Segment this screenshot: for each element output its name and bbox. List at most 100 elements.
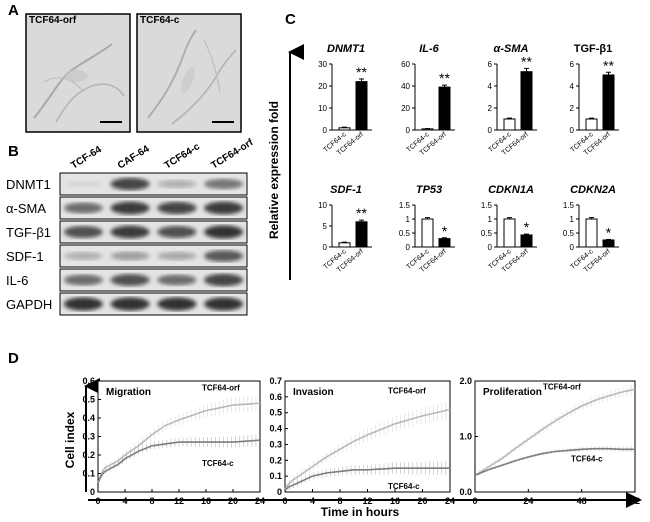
bar-chart-grid: DNMT10102030TCF64-cTCF64-orf**IL-6020406… bbox=[318, 43, 619, 274]
y-tick-label: 0.0 bbox=[459, 487, 472, 497]
line-chart-migration: 00.10.20.30.40.50.604812162024MigrationT… bbox=[82, 376, 265, 506]
western-blot: TCF-64 CAF-64 TCF64-c TCF64-orf DNMT1 α-SMA TG… bbox=[6, 137, 256, 316]
y-tick-label: 4 bbox=[488, 82, 493, 91]
chart-title: α-SMA bbox=[494, 43, 529, 55]
panel-label-c: C bbox=[285, 11, 296, 28]
bar-tcf64-c bbox=[338, 127, 351, 131]
y-tick-label: 1 bbox=[570, 215, 575, 224]
y-tick-label: 30 bbox=[318, 60, 327, 69]
y-tick-label: 2 bbox=[488, 104, 493, 113]
series-label: TCF64-c bbox=[388, 482, 420, 491]
blot-band bbox=[203, 225, 244, 239]
blot-strip bbox=[59, 268, 248, 292]
y-tick-label: 5 bbox=[323, 222, 328, 231]
y-tick-label: 1.0 bbox=[459, 432, 472, 442]
blot-band bbox=[110, 177, 150, 191]
blot-band bbox=[110, 251, 150, 261]
y-tick-label: 0.6 bbox=[82, 376, 95, 386]
blot-band bbox=[157, 226, 197, 238]
y-tick-label: 0 bbox=[570, 243, 575, 252]
bar-tcf64-orf bbox=[602, 74, 615, 131]
blot-row-label: GAPDH bbox=[6, 297, 52, 312]
y-tick-label: 2.0 bbox=[459, 376, 472, 386]
blot-band bbox=[110, 297, 150, 311]
blot-strip bbox=[59, 244, 248, 268]
blot-band bbox=[110, 274, 150, 286]
lane-label: TCF-64 bbox=[69, 144, 104, 172]
y-tick-label: 40 bbox=[401, 82, 410, 91]
blot-band bbox=[110, 225, 150, 239]
series-label: TCF64-orf bbox=[202, 383, 240, 392]
y-tick-label: 0.6 bbox=[269, 392, 282, 402]
panel-label-d: D bbox=[8, 350, 19, 367]
y-tick-label: 0.5 bbox=[399, 229, 411, 238]
y-tick-label: 0 bbox=[488, 243, 493, 252]
significance-mark: * bbox=[606, 224, 612, 240]
series-line-tcf64-orf bbox=[474, 388, 636, 477]
blot-band bbox=[203, 273, 244, 287]
y-tick-label: 4 bbox=[570, 82, 575, 91]
micrograph-label: TCF64-orf bbox=[29, 15, 77, 26]
blot-band bbox=[203, 201, 244, 215]
y-tick-label: 6 bbox=[488, 60, 493, 69]
y-tick-label: 0.5 bbox=[82, 395, 95, 405]
chart-title: TGF-β1 bbox=[574, 43, 613, 55]
bar-tcf64-orf bbox=[520, 234, 533, 248]
y-tick-label: 6 bbox=[570, 60, 575, 69]
series-label: TCF64-c bbox=[571, 454, 603, 463]
y-tick-label: 10 bbox=[318, 104, 327, 113]
y-tick-label: 0 bbox=[406, 243, 411, 252]
y-tick-label: 0 bbox=[570, 126, 575, 135]
y-tick-label: 0 bbox=[323, 243, 328, 252]
bar-tcf64-c bbox=[503, 118, 516, 131]
bar-tcf64-orf bbox=[438, 86, 451, 131]
panel-label-a: A bbox=[8, 2, 19, 19]
blot-band bbox=[110, 201, 150, 215]
blot-band bbox=[157, 180, 197, 188]
y-tick-label: 10 bbox=[318, 201, 327, 210]
y-tick-label: 0.3 bbox=[82, 432, 95, 442]
panel-title: Invasion bbox=[293, 387, 334, 398]
significance-mark: ** bbox=[356, 205, 367, 221]
blot-band bbox=[157, 201, 197, 215]
y-tick-label: 0.1 bbox=[269, 471, 282, 481]
significance-mark: ** bbox=[521, 53, 532, 69]
micrograph-tcf64-c: TCF64-c bbox=[136, 13, 242, 133]
c-ylabel: Relative expression fold bbox=[267, 101, 281, 239]
plot-frame bbox=[474, 380, 636, 493]
y-tick-label: 0.2 bbox=[82, 450, 95, 460]
blot-band bbox=[157, 274, 197, 286]
y-tick-label: 1.5 bbox=[399, 201, 411, 210]
significance-mark: ** bbox=[439, 70, 450, 86]
series-line-tcf64-c bbox=[474, 447, 635, 477]
line-chart-invasion: 00.10.20.30.40.50.60.704812162024Invasio… bbox=[269, 376, 455, 506]
chart-title: SDF-1 bbox=[330, 184, 362, 196]
chart-title: IL-6 bbox=[419, 43, 439, 55]
series-line-tcf64-c bbox=[284, 467, 450, 491]
chart-title: CDKN2A bbox=[570, 184, 616, 196]
bar-tcf64-c bbox=[503, 218, 516, 248]
panel-label-b: B bbox=[8, 143, 19, 160]
blot-band bbox=[63, 252, 104, 260]
series-line-tcf64-orf bbox=[97, 402, 261, 484]
y-tick-label: 1 bbox=[406, 215, 411, 224]
y-tick-label: 1.5 bbox=[563, 201, 575, 210]
scale-bar bbox=[100, 121, 122, 123]
y-tick-label: 0.4 bbox=[269, 424, 282, 434]
blot-strip bbox=[59, 172, 248, 196]
micrograph-tcf64-orf: TCF64-orf bbox=[25, 13, 131, 133]
blot-row-label: TGF-β1 bbox=[6, 225, 51, 240]
d-ylabel: Cell index bbox=[63, 411, 77, 468]
lane-label: CAF-64 bbox=[116, 143, 152, 171]
y-tick-label: 0 bbox=[323, 126, 328, 135]
significance-mark: ** bbox=[356, 64, 367, 80]
